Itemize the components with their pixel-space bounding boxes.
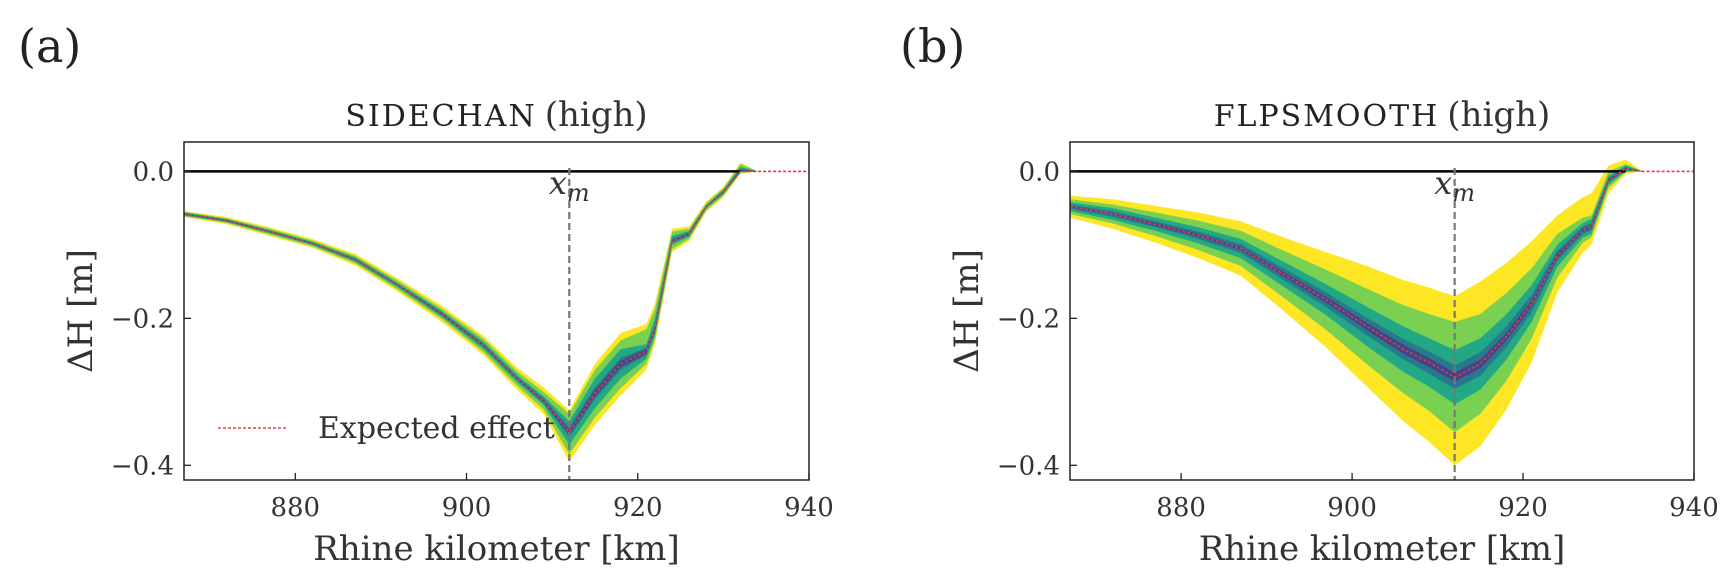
plot-area bbox=[184, 162, 809, 480]
panel-b: 880 900 920 940 0.0 −0.2 −0.4 xm FLPSMOOTH (high)… bbox=[900, 19, 1719, 569]
uncertainty-band-band-3 bbox=[184, 166, 809, 445]
y-axis-label: ΔH [m] bbox=[947, 249, 987, 373]
chart-title-name: SIDECHAN bbox=[345, 99, 536, 134]
uncertainty-band-inner bbox=[1070, 167, 1694, 382]
marker-label: xm bbox=[549, 164, 590, 207]
legend-label-expected-effect: Expected effect bbox=[318, 411, 555, 446]
axes-frame bbox=[183, 141, 810, 481]
x-tick-label: 940 bbox=[784, 493, 834, 523]
panel-label: (b) bbox=[900, 19, 965, 73]
x-tick-label: 920 bbox=[613, 493, 663, 523]
legend: Expected effect bbox=[218, 411, 555, 446]
y-tick-label: −0.4 bbox=[997, 451, 1060, 481]
uncertainty-band-band-3 bbox=[1070, 165, 1694, 405]
marker-label-main: x bbox=[549, 164, 567, 202]
x-tick-label: 900 bbox=[1327, 493, 1377, 523]
marker-label-subscript: m bbox=[1452, 179, 1475, 207]
panel-a: 880 900 920 940 0.0 −0.2 −0.4 xm SIDECHAN (high) (… bbox=[18, 19, 834, 569]
y-tick-label: 0.0 bbox=[133, 157, 174, 187]
y-tick-label: −0.4 bbox=[111, 451, 174, 481]
chart-title-qualifier: (high) bbox=[545, 95, 648, 135]
uncertainty-band-band-4 bbox=[184, 168, 809, 438]
chart-title-qualifier: (high) bbox=[1447, 95, 1550, 135]
chart-title: FLPSMOOTH (high) bbox=[1214, 95, 1551, 135]
x-axis-label: Rhine kilometer [km] bbox=[313, 529, 680, 569]
y-axis-label: ΔH [m] bbox=[61, 249, 101, 373]
expected-effect-line bbox=[184, 170, 809, 434]
x-tick-label: 940 bbox=[1669, 493, 1719, 523]
x-axis-label: Rhine kilometer [km] bbox=[1199, 529, 1566, 569]
y-tick-label: 0.0 bbox=[1019, 157, 1060, 187]
x-tick-label: 920 bbox=[1498, 493, 1548, 523]
panel-label: (a) bbox=[18, 19, 81, 73]
marker-label-main: x bbox=[1434, 164, 1452, 202]
x-tick-label: 900 bbox=[442, 493, 492, 523]
uncertainty-band-band-4 bbox=[1070, 166, 1694, 389]
y-tick-label: −0.2 bbox=[997, 304, 1060, 334]
marker-label-subscript: m bbox=[567, 179, 590, 207]
chart-title-name: FLPSMOOTH bbox=[1214, 99, 1440, 134]
chart-title: SIDECHAN (high) bbox=[345, 95, 647, 135]
y-tick-label: −0.2 bbox=[111, 304, 174, 334]
x-tick-label: 880 bbox=[1156, 493, 1206, 523]
uncertainty-band-band-2 bbox=[1070, 164, 1694, 433]
x-tick-label: 880 bbox=[270, 493, 320, 523]
plot-area bbox=[1070, 159, 1694, 480]
expected-effect-line bbox=[1070, 167, 1694, 379]
axes-frame bbox=[1069, 141, 1695, 481]
uncertainty-band-inner bbox=[184, 169, 809, 435]
marker-label: xm bbox=[1434, 164, 1475, 207]
